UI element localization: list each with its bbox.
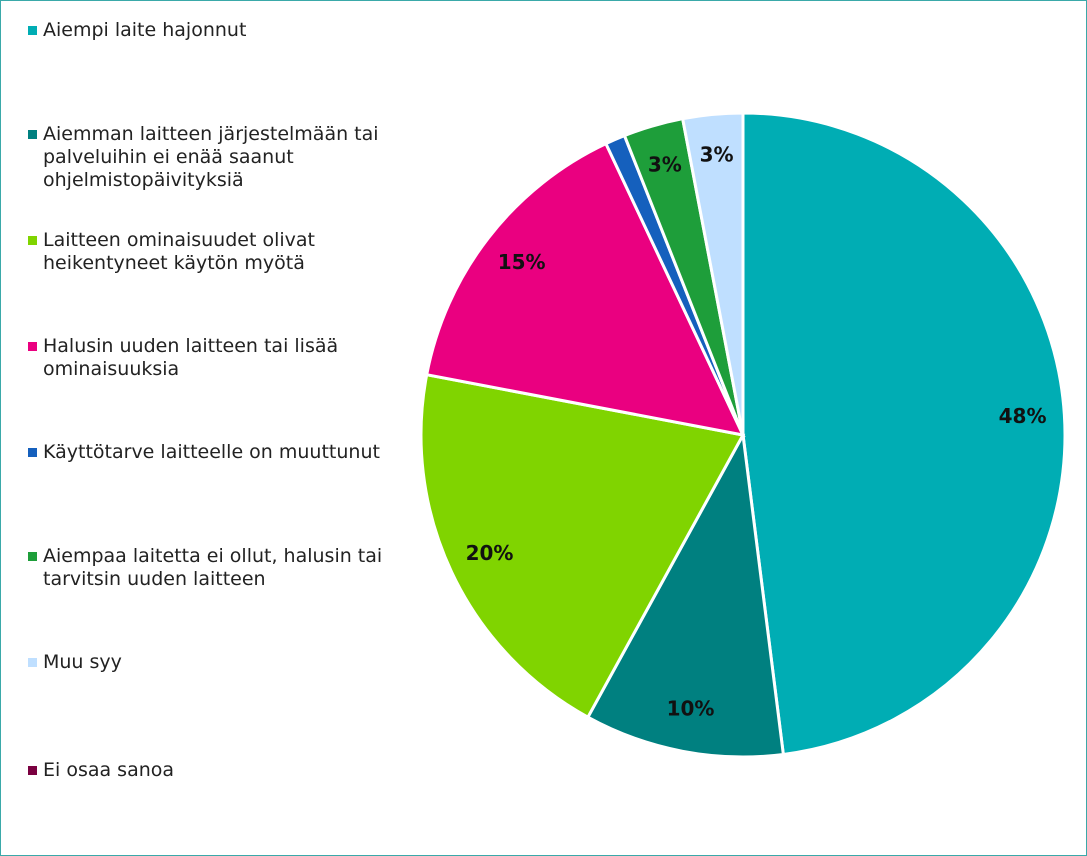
- legend-label: Aiempaa laitetta ei ollut, halusin tai t…: [43, 545, 383, 590]
- data-label: 20%: [466, 541, 514, 565]
- pie-slice: [585, 430, 786, 759]
- legend-swatch: [28, 658, 37, 667]
- legend-item: Aiempaa laitetta ei ollut, halusin tai t…: [28, 545, 383, 591]
- data-label: 3%: [648, 152, 682, 176]
- data-label: 10%: [667, 697, 715, 721]
- pie-slice: [680, 111, 745, 436]
- pie-slice: [741, 111, 1067, 757]
- legend-label: Halusin uuden laitteen tai lisää ominais…: [43, 335, 339, 380]
- legend-item: Ei osaa sanoa: [28, 759, 383, 782]
- data-label: 15%: [498, 250, 546, 274]
- legend-swatch: [28, 448, 37, 457]
- data-label: 3%: [700, 143, 734, 167]
- legend-item: Aiemman laitteen järjestelmään tai palve…: [28, 123, 383, 192]
- legend-label: Käyttötarve laitteelle on muuttunut: [43, 441, 380, 463]
- legend-swatch: [28, 766, 37, 775]
- legend-item: Muu syy: [28, 651, 383, 674]
- legend-item: Käyttötarve laitteelle on muuttunut: [28, 441, 383, 464]
- legend-swatch: [28, 26, 37, 35]
- legend-item: Halusin uuden laitteen tai lisää ominais…: [28, 335, 383, 381]
- pie-slice: [424, 141, 746, 438]
- legend-label: Laitteen ominaisuudet olivat heikentynee…: [43, 229, 315, 274]
- legend-item: Aiempi laite hajonnut: [28, 19, 383, 42]
- legend-label: Ei osaa sanoa: [43, 759, 175, 781]
- legend-swatch: [28, 236, 37, 245]
- legend-label: Aiemman laitteen järjestelmään tai palve…: [43, 123, 379, 191]
- legend-item: Laitteen ominaisuudet olivat heikentynee…: [28, 229, 383, 275]
- data-label: 48%: [999, 404, 1047, 428]
- pie-slice: [419, 372, 746, 720]
- legend-label: Aiempi laite hajonnut: [43, 19, 247, 41]
- legend-label: Muu syy: [43, 651, 122, 673]
- legend-swatch: [28, 342, 37, 351]
- legend-swatch: [28, 552, 37, 561]
- legend-swatch: [28, 130, 37, 139]
